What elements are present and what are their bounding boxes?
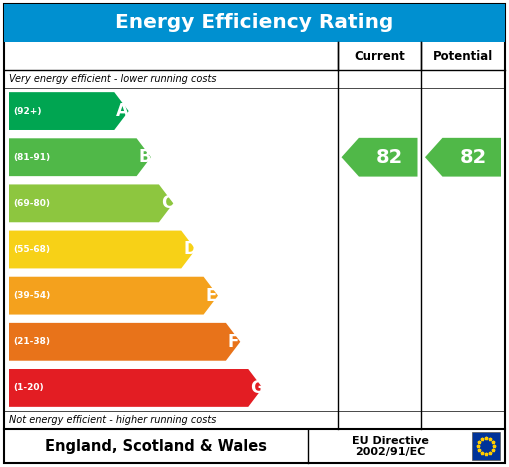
Text: EU Directive: EU Directive [352, 436, 429, 446]
Text: E: E [206, 287, 217, 304]
Text: (55-68): (55-68) [13, 245, 50, 254]
Text: A: A [116, 102, 129, 120]
Text: (81-91): (81-91) [13, 153, 50, 162]
Text: F: F [228, 333, 239, 351]
Polygon shape [425, 138, 501, 177]
Text: (1-20): (1-20) [13, 383, 44, 392]
Text: B: B [138, 148, 151, 166]
Bar [472, 432, 500, 460]
Text: 2002/91/EC: 2002/91/EC [355, 447, 425, 457]
Polygon shape [9, 231, 195, 269]
Polygon shape [9, 277, 218, 315]
Text: Very energy efficient - lower running costs: Very energy efficient - lower running co… [9, 74, 216, 84]
Text: (69-80): (69-80) [13, 199, 50, 208]
Text: Potential: Potential [433, 50, 493, 63]
Polygon shape [342, 138, 417, 177]
Polygon shape [9, 323, 240, 361]
Text: (39-54): (39-54) [13, 291, 50, 300]
Text: D: D [183, 241, 197, 259]
Text: England, Scotland & Wales: England, Scotland & Wales [45, 439, 267, 453]
Text: C: C [161, 194, 173, 212]
Text: (21-38): (21-38) [13, 337, 50, 347]
Polygon shape [9, 138, 151, 176]
Text: Energy Efficiency Rating: Energy Efficiency Rating [116, 14, 393, 33]
Polygon shape [9, 184, 173, 222]
Text: 82: 82 [376, 148, 404, 167]
Text: 82: 82 [460, 148, 487, 167]
Polygon shape [9, 369, 263, 407]
Text: (92+): (92+) [13, 106, 42, 115]
Text: Not energy efficient - higher running costs: Not energy efficient - higher running co… [9, 415, 216, 425]
Text: G: G [250, 379, 264, 397]
Text: Current: Current [354, 50, 405, 63]
Bar [4, 4, 505, 42]
Polygon shape [9, 92, 129, 130]
